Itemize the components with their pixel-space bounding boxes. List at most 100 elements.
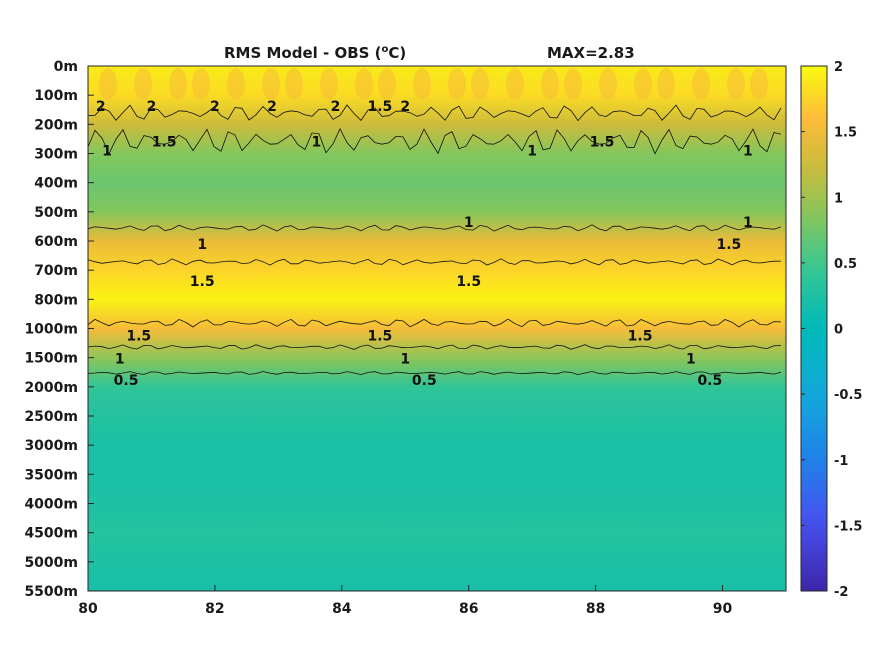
y-tick-label: 100m xyxy=(34,88,78,104)
y-tick-label: 2500m xyxy=(24,409,78,425)
surface-patch xyxy=(285,68,303,100)
y-tick-label: 600m xyxy=(34,234,78,250)
y-tick-label: 4500m xyxy=(24,526,78,542)
y-tick-label: 3500m xyxy=(24,467,78,483)
y-tick-label: 800m xyxy=(34,292,78,308)
contour-label: 2 xyxy=(96,99,106,115)
contour-line xyxy=(87,258,782,266)
y-tick-label: 700m xyxy=(34,263,78,279)
y-tick-label: 0m xyxy=(54,59,78,75)
contour-label: 1.5 xyxy=(590,134,615,150)
y-tick-label: 400m xyxy=(34,176,78,192)
x-tick-label: 82 xyxy=(205,601,224,617)
surface-patch xyxy=(355,68,373,100)
y-tick-label: 300m xyxy=(34,147,78,163)
surface-patch xyxy=(541,68,559,100)
colorbar-gradient xyxy=(800,65,828,592)
chart-title: RMS Model - OBS (oC) xyxy=(224,44,406,62)
colorbar-tick-label: -0.5 xyxy=(834,388,862,403)
surface-variability-layer xyxy=(99,68,768,100)
surface-patch xyxy=(471,68,489,100)
x-tick-label: 90 xyxy=(713,601,733,617)
contour-label: 1 xyxy=(115,352,125,368)
contour-label: 1.5 xyxy=(126,329,151,345)
y-tick-label: 1000m xyxy=(24,322,78,338)
contour-label: 2 xyxy=(331,99,341,115)
surface-patch xyxy=(262,68,280,100)
contour-label: 1 xyxy=(197,237,207,253)
contour-label: 1.5 xyxy=(456,274,481,290)
contour-label: 1.5 xyxy=(716,237,741,253)
surface-patch xyxy=(564,68,582,100)
y-tick-label: 5500m xyxy=(24,584,78,600)
y-tick-label: 5000m xyxy=(24,555,78,571)
surface-patch xyxy=(169,68,187,100)
surface-patch xyxy=(657,68,675,100)
surface-patch xyxy=(599,68,617,100)
contour-label: 1 xyxy=(312,134,322,150)
x-tick-label: 86 xyxy=(459,601,478,617)
contour-label: 0.5 xyxy=(697,373,722,389)
colorbar-tick-label: 1.5 xyxy=(834,126,857,141)
contour-label: 2 xyxy=(147,99,157,115)
surface-patch xyxy=(448,68,466,100)
contour-label: 1 xyxy=(527,144,537,160)
contour-label: 2 xyxy=(400,99,410,115)
contour-label: 1.5 xyxy=(628,329,653,345)
y-tick-label: 3000m xyxy=(24,438,78,454)
heatmap-field xyxy=(88,66,786,591)
contour-label: 2 xyxy=(267,99,277,115)
colorbar-tick-label: 0 xyxy=(834,323,843,338)
contour-label: 1 xyxy=(400,352,410,368)
y-tick-label: 4000m xyxy=(24,497,78,513)
surface-patch xyxy=(413,68,431,100)
contour-label: 1.5 xyxy=(190,274,215,290)
y-tick-label: 500m xyxy=(34,205,78,221)
surface-patch xyxy=(134,68,152,100)
contour-label: 1 xyxy=(102,144,112,160)
y-tick-label: 2000m xyxy=(24,380,78,396)
contour-label: 1 xyxy=(686,352,696,368)
max-value-label: MAX=2.83 xyxy=(547,44,635,62)
surface-patch xyxy=(692,68,710,100)
contour-label: 1 xyxy=(743,215,753,231)
contour-line xyxy=(87,104,782,122)
x-axis: 80 82 84 86 88 90 xyxy=(78,585,733,617)
contour-line xyxy=(87,371,782,376)
contour-label: 1.5 xyxy=(367,99,392,115)
colorbar-tick-label: 1 xyxy=(834,191,843,206)
contour-label: 2 xyxy=(210,99,220,115)
y-axis: 0m 100m 200m 300m 400m 500m 600m 700m 800m 1000m 1… xyxy=(24,59,94,600)
surface-patch xyxy=(99,68,117,100)
contour-label: 1 xyxy=(743,144,753,160)
x-tick-label: 88 xyxy=(586,601,605,617)
contour-label: 1.5 xyxy=(367,329,392,345)
x-tick-label: 80 xyxy=(78,601,98,617)
colorbar: 2 1.5 1 0.5 0 -0.5 -1 -1.5 -2 xyxy=(800,60,862,600)
contour-label: 0.5 xyxy=(114,373,139,389)
surface-patch xyxy=(227,68,245,100)
y-tick-label: 200m xyxy=(34,117,78,133)
contour-label: 0.5 xyxy=(412,373,437,389)
surface-patch xyxy=(750,68,768,100)
x-tick-label: 84 xyxy=(332,601,352,617)
contour-label: 1.5 xyxy=(152,134,177,150)
surface-patch xyxy=(320,68,338,100)
contour-lines xyxy=(87,104,782,376)
colorbar-tick-label: 2 xyxy=(834,60,843,75)
y-tick-label: 1500m xyxy=(24,351,78,367)
colorbar-tick-label: 0.5 xyxy=(834,257,857,272)
contour-line xyxy=(87,127,782,155)
surface-patch xyxy=(727,68,745,100)
colorbar-tick-label: -1 xyxy=(834,454,848,469)
contour-label: 1 xyxy=(464,215,474,231)
colorbar-tick-label: -1.5 xyxy=(834,519,862,534)
contour-line xyxy=(87,344,782,350)
surface-patch xyxy=(378,68,396,100)
surface-patch xyxy=(506,68,524,100)
contour-line xyxy=(87,224,782,232)
colorbar-tick-label: -2 xyxy=(834,585,848,600)
